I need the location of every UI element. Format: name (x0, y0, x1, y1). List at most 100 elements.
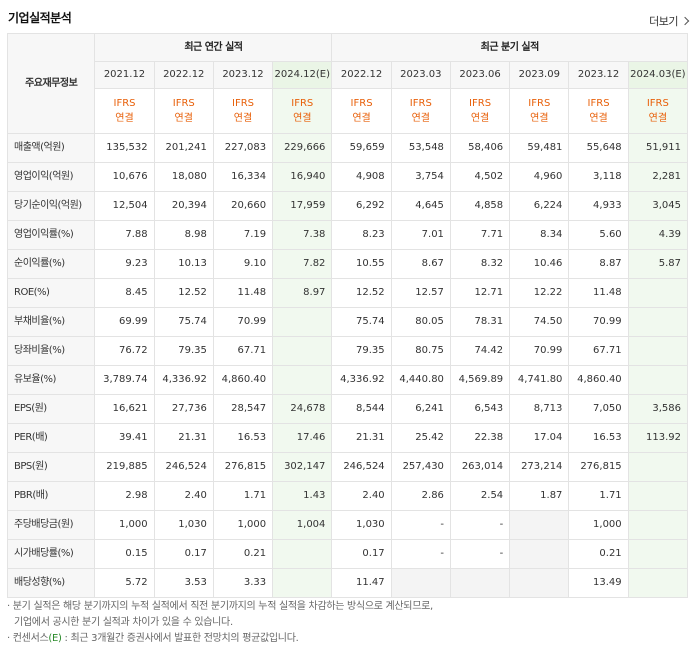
table-cell: 4,440.80 (390, 365, 451, 395)
table-cell: - (390, 510, 451, 540)
group-annual: 최근 연간 실적 (94, 33, 333, 62)
table-cell (627, 539, 689, 569)
table-header-label: 주요재무정보 (6, 33, 96, 134)
table-cell: 273,214 (509, 452, 570, 482)
table-cell: 6,241 (390, 394, 451, 424)
table-cell: 8.32 (449, 249, 511, 279)
table-cell (272, 365, 333, 395)
table-cell (509, 568, 570, 598)
table-cell: 2.86 (390, 481, 451, 511)
table-row: BPS(원) 219,885 246,524 276,815 302,147 246,52… (6, 452, 689, 482)
table-cell: 4.39 (627, 220, 689, 250)
table-cell: 2,281 (627, 162, 689, 192)
table-cell: 4,960 (509, 162, 570, 192)
ifrs-line2: 연결 (115, 113, 134, 124)
table-row: 유보율(%) 3,789.74 4,336.92 4,860.40 4,336.92 4,… (6, 365, 689, 395)
table-cell: 8.98 (153, 220, 214, 250)
table-cell (627, 278, 689, 308)
table-cell: 4,860.40 (568, 365, 629, 395)
table-cell: 9.23 (94, 249, 155, 279)
table-cell: 7.01 (390, 220, 451, 250)
period-header: 2024.12(E) (272, 61, 333, 89)
table-cell: 7.82 (272, 249, 333, 279)
table-cell: 1,000 (568, 510, 629, 540)
table-cell: 70.99 (509, 336, 570, 366)
table-cell (509, 539, 570, 569)
row-label: 당기순이익(억원) (6, 191, 96, 221)
table-cell: 276,815 (568, 452, 629, 482)
table-row: EPS(원) 16,621 27,736 28,547 24,678 8,544 6,241… (6, 394, 689, 424)
table-cell (627, 568, 689, 598)
table-cell: - (449, 510, 511, 540)
ifrs-label: IFRS 연결 (449, 88, 511, 134)
table-cell: 4,336.92 (331, 365, 392, 395)
row-label: 매출액(억원) (6, 133, 96, 163)
table-cell: 302,147 (272, 452, 333, 482)
ifrs-line2: 연결 (411, 113, 430, 124)
row-label: EPS(원) (6, 394, 96, 424)
more-link[interactable]: 더보기 (649, 13, 690, 29)
table-cell (272, 336, 333, 366)
table-cell: 55,648 (568, 133, 629, 163)
table-cell: 3,789.74 (94, 365, 155, 395)
group-quarter: 최근 분기 실적 (331, 33, 688, 62)
period-header: 2022.12 (153, 61, 214, 89)
ifrs-line2: 연결 (648, 113, 668, 124)
row-label: 부채비율(%) (6, 307, 96, 337)
ifrs-line1: IFRS (172, 98, 195, 109)
table-cell: 12.52 (331, 278, 392, 308)
table-cell: 70.99 (212, 307, 274, 337)
row-label: 당좌비율(%) (6, 336, 96, 366)
table-cell: 246,524 (153, 452, 214, 482)
ifrs-label: IFRS 연결 (94, 88, 155, 134)
table-row: PBR(배) 2.98 2.40 1.71 1.43 2.40 2.86 2.54 1.87 1.… (6, 481, 689, 511)
row-label: 영업이익률(%) (6, 220, 96, 250)
ifrs-line2: 연결 (589, 113, 608, 124)
table-cell: 78.31 (449, 307, 511, 337)
table-cell: 28,547 (212, 394, 274, 424)
table-cell: 8.67 (390, 249, 451, 279)
table-cell: - (449, 539, 511, 569)
ifrs-line1: IFRS (350, 98, 373, 109)
table-cell: 229,666 (272, 133, 333, 163)
table-row: 매출액(억원) 135,532 201,241 227,083 229,666 59,65… (6, 133, 689, 163)
table-cell: 27,736 (153, 394, 214, 424)
table-cell: 39.41 (94, 423, 155, 453)
table-cell: 76.72 (94, 336, 155, 366)
table-cell: 3,754 (390, 162, 451, 192)
section-title: 기업실적분석 (8, 11, 72, 25)
footnotes: · 분기 실적은 해당 분기까지의 누적 실적에서 직전 분기까지의 누적 실적… (7, 599, 433, 647)
ifrs-line2: 연결 (293, 113, 312, 124)
table-cell (627, 336, 689, 366)
ifrs-line1: IFRS (113, 98, 136, 109)
table-cell: 1.71 (212, 481, 274, 511)
table-cell (272, 539, 333, 569)
ifrs-line2: 연결 (352, 113, 371, 124)
table-cell: 2.40 (153, 481, 214, 511)
table-cell: 22.38 (449, 423, 511, 453)
table-cell: 51,911 (627, 133, 689, 163)
table-cell: 79.35 (331, 336, 392, 366)
table-cell: 11.47 (331, 568, 392, 598)
table-cell: 219,885 (94, 452, 155, 482)
table-cell: 69.99 (94, 307, 155, 337)
table-cell: 113.92 (627, 423, 689, 453)
table-cell: 4,502 (449, 162, 511, 192)
period-header: 2022.12 (331, 61, 392, 89)
table-cell: 12.52 (153, 278, 214, 308)
table-cell: 4,645 (390, 191, 451, 221)
ifrs-label: IFRS 연결 (568, 88, 629, 134)
table-cell: 4,933 (568, 191, 629, 221)
table-cell: 3.53 (153, 568, 214, 598)
table-cell: 263,014 (449, 452, 511, 482)
table-cell (449, 568, 511, 598)
table-cell: 16,621 (94, 394, 155, 424)
table-cell (627, 452, 689, 482)
period-header: 2023.12 (568, 61, 629, 89)
table-cell: 1,000 (212, 510, 274, 540)
table-cell: 12,504 (94, 191, 155, 221)
row-label: 배당성향(%) (6, 568, 96, 598)
table-cell: 6,543 (449, 394, 511, 424)
table-cell: 17.04 (509, 423, 570, 453)
table-cell: 24,678 (272, 394, 333, 424)
